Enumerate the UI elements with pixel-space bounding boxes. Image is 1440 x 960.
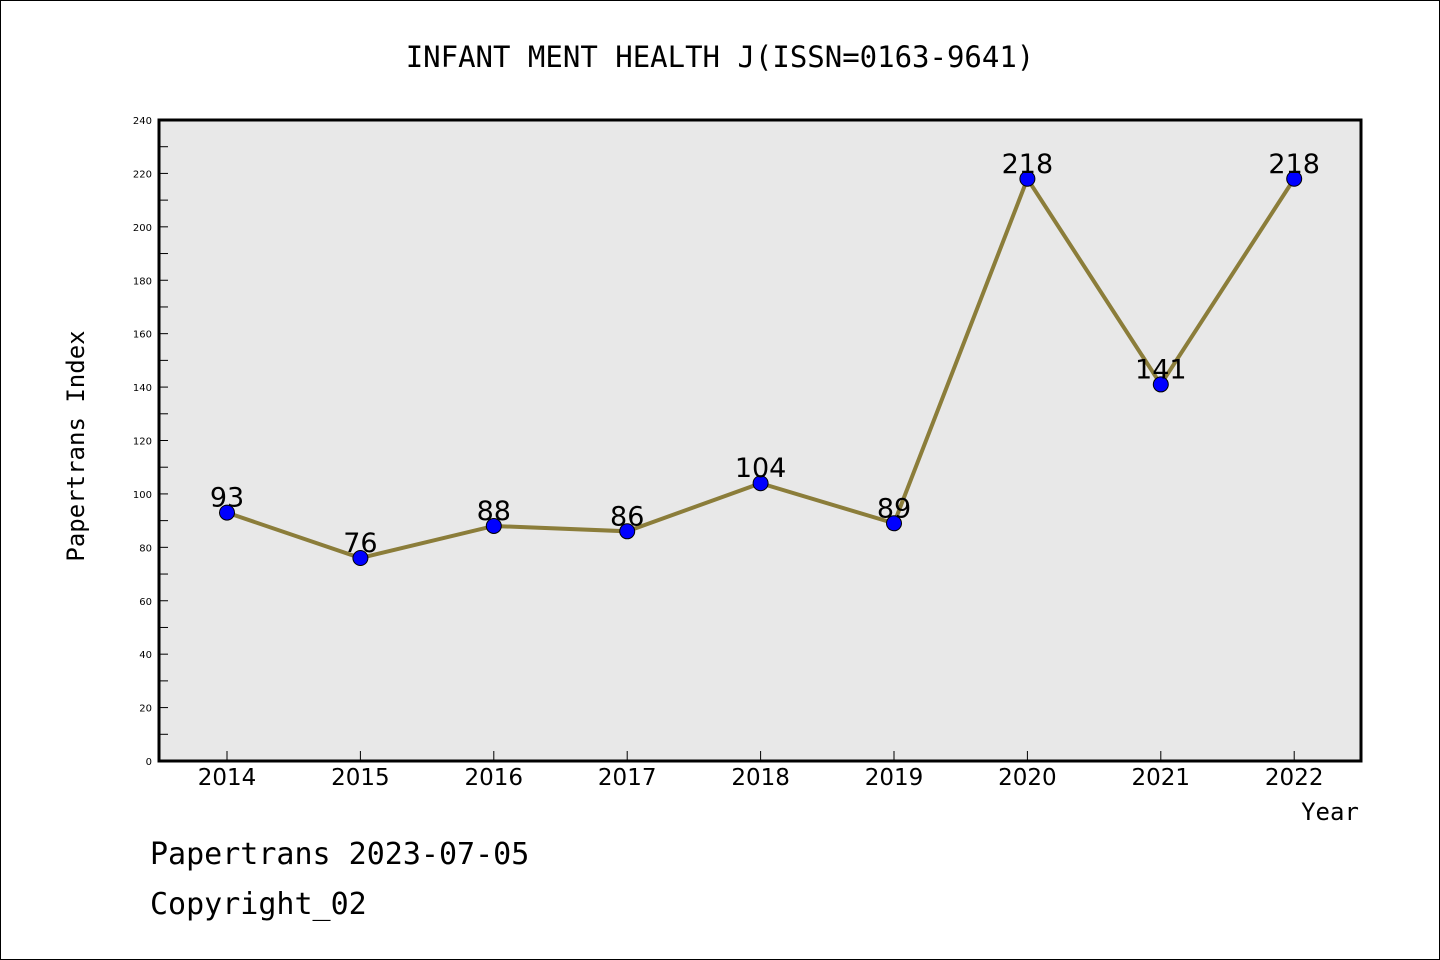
y-axis: 0 20 40 60 80 100 120 140 160 180 200 220 240: [133, 116, 168, 768]
data-point: [1152, 376, 1169, 393]
data-label: 104: [735, 453, 787, 484]
chart-title: INFANT MENT HEALTH J(ISSN=0163-9641): [406, 40, 1035, 74]
x-tick-label: 2021: [1132, 765, 1191, 791]
x-tick-label: 2014: [198, 765, 257, 791]
data-label: 93: [210, 483, 244, 514]
plot-area: [159, 120, 1361, 761]
x-axis-label: Year: [1301, 798, 1359, 826]
x-tick-label: 2019: [865, 765, 924, 791]
data-label: 218: [1268, 149, 1320, 180]
x-tick-label: 2017: [598, 765, 657, 791]
footer-copyright: Copyright_02: [150, 887, 367, 922]
x-tick-label: 2015: [331, 765, 390, 791]
data-point: [1019, 170, 1036, 187]
y-tick-label: 240: [133, 116, 152, 127]
y-tick-label: 80: [139, 543, 152, 554]
y-tick-label: 200: [133, 223, 152, 234]
y-tick-label: 40: [139, 650, 152, 661]
x-axis: 2014 2015 2016 2017 2018 2019 2020 2021 2022: [198, 751, 1324, 791]
data-label: 88: [477, 496, 511, 527]
plot-border: [157, 118, 1363, 763]
x-tick-label: 2022: [1265, 765, 1324, 791]
x-tick-label: 2020: [998, 765, 1057, 791]
data-point: [1286, 170, 1303, 187]
x-tick-label: 2018: [731, 765, 790, 791]
y-tick-label: 100: [133, 490, 152, 501]
y-tick-label: 140: [133, 383, 152, 394]
x-tick-label: 2016: [465, 765, 524, 791]
y-tick-label: 220: [133, 169, 152, 180]
data-label: 218: [1002, 149, 1054, 180]
data-label: 76: [343, 528, 377, 559]
y-tick-label: 180: [133, 276, 152, 287]
data-label: 89: [877, 493, 911, 524]
y-tick-label: 160: [133, 330, 152, 341]
data-point: [485, 517, 502, 534]
y-tick-label: 20: [139, 704, 152, 715]
data-label: 86: [610, 501, 644, 532]
data-point: [886, 515, 902, 532]
data-label: 141: [1135, 354, 1187, 385]
footer-date: Papertrans 2023-07-05: [150, 837, 529, 872]
data-point: [219, 504, 235, 521]
data-point: [752, 475, 769, 492]
y-tick-label: 120: [133, 437, 152, 448]
data-point: [352, 550, 369, 567]
y-tick-label: 60: [139, 597, 152, 608]
y-axis-label: Papertrans Index: [62, 330, 90, 561]
series-layer: 93 76 88 86 104 89 218 141 218: [210, 149, 1320, 567]
y-tick-label: 0: [146, 757, 152, 768]
data-point: [619, 523, 636, 540]
